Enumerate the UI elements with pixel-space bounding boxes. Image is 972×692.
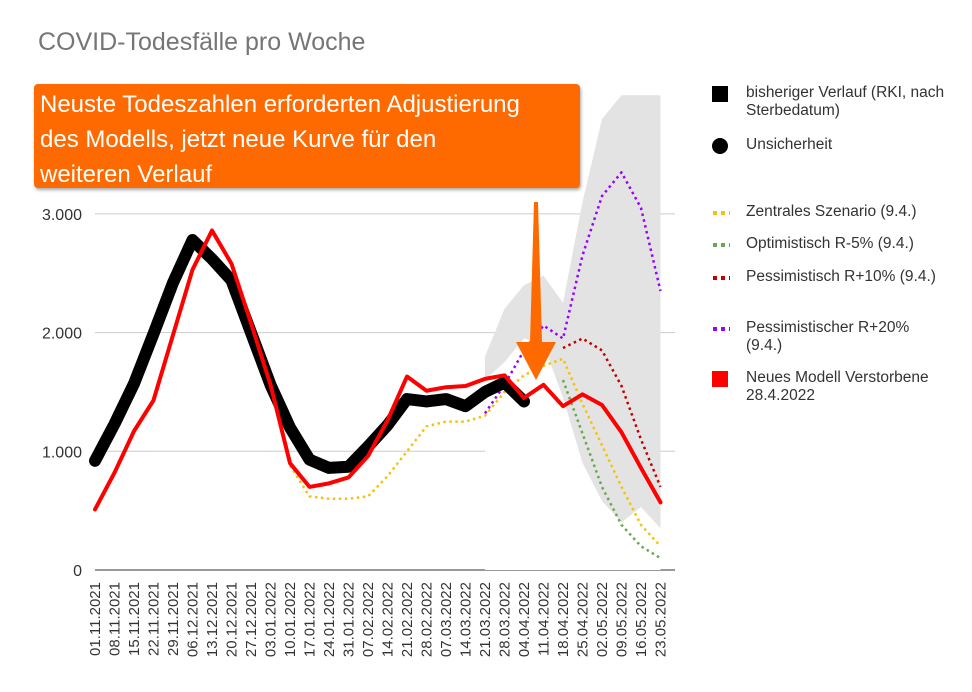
series-line [93,228,663,512]
x-tick-label: 11.04.2022 [536,582,553,656]
legend-label: Pessimistisch R+10% (9.4.) [746,268,936,285]
series-line [89,234,530,474]
x-tick-label: 02.05.2022 [594,582,611,657]
legend-swatch-dots [713,327,730,331]
x-tick-label: 13.12.2021 [204,582,221,657]
legend-swatch-dots [713,276,730,280]
x-tick-label: 14.03.2022 [458,582,475,657]
legend-label: Unsicherheit [746,136,833,153]
x-tick-label: 14.02.2022 [380,582,397,657]
legend-swatch-dots [713,211,730,215]
x-tick-label: 04.04.2022 [516,582,533,657]
legend-label: Optimistisch R-5% (9.4.) [746,235,914,252]
y-tick-label: 3.000 [42,207,82,224]
x-tick-label: 27.12.2021 [243,582,260,657]
legend-label: Neues Modell Verstorbene 28.4.2022 [746,369,929,404]
x-tick-label: 07.03.2022 [438,582,455,657]
x-tick-label: 29.11.2021 [165,582,182,656]
y-tick-label: 2.000 [42,326,82,343]
annotation-line-2: des Modells, jetzt neue Kurve für den [40,126,437,153]
y-tick-label: 0 [73,563,82,580]
chart-title: COVID-Todesfälle pro Woche [38,28,366,56]
y-tick-label: 1.000 [42,444,82,461]
x-tick-label: 17.01.2022 [302,582,319,657]
x-tick-label: 21.02.2022 [399,582,416,657]
uncertainty-area [485,95,661,529]
x-tick-label: 10.01.2022 [282,582,299,657]
legend-label: bisheriger Verlauf (RKI, nach Sterbedatu… [746,84,945,119]
legend-label: Zentrales Szenario (9.4.) [746,203,917,220]
annotation-line-3: weiteren Verlauf [40,161,213,188]
x-tick-label: 18.04.2022 [555,582,572,657]
x-tick-label: 07.02.2022 [360,582,377,657]
series-line [483,171,662,415]
orange-arrow [516,202,556,380]
uncertainty-band [485,95,661,529]
legend-swatch-dots [713,243,730,247]
x-tick-label: 25.04.2022 [575,582,592,657]
annotation-line-1: Neuste Todeszahlen erforderten Adjustier… [40,91,520,118]
x-tick-label: 24.01.2022 [321,582,338,657]
x-tick-label: 06.12.2021 [185,582,202,657]
arrow-shape [516,202,556,380]
y-axis-ticks: 0 1.000 2.000 3.000 [42,207,82,580]
x-tick-label: 22.11.2021 [146,582,163,656]
x-tick-label: 08.11.2021 [107,582,124,656]
legend-swatch-square [712,371,728,387]
x-tick-label: 28.02.2022 [419,582,436,657]
x-tick-label: 03.01.2022 [263,582,280,657]
legend-label: Pessimistischer R+20% (9.4.) [746,319,910,354]
x-axis-ticks: 01.11.2021 08.11.2021 15.11.2021 22.11.2021… [87,582,670,657]
legend-swatch-circle [712,138,728,154]
x-tick-label: 21.03.2022 [477,582,494,657]
x-tick-label: 31.01.2022 [341,582,358,657]
series-lines [89,171,663,560]
x-tick-label: 09.05.2022 [614,582,631,657]
x-tick-label: 23.05.2022 [653,582,670,657]
legend-swatch-square [712,86,728,102]
annotation-callout: Neuste Todeszahlen erforderten Adjustier… [34,84,580,188]
x-tick-label: 15.11.2021 [126,582,143,656]
x-tick-label: 16.05.2022 [633,582,650,657]
series-line [288,357,662,548]
x-tick-label: 28.03.2022 [497,582,514,657]
series-line [562,337,662,488]
x-tick-label: 20.12.2021 [224,582,241,657]
x-tick-label: 01.11.2021 [87,582,104,656]
